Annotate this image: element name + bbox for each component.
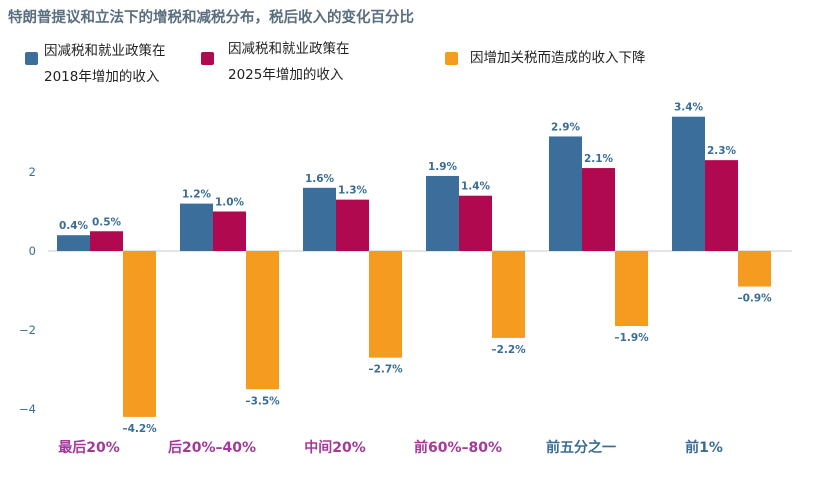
bar	[57, 235, 90, 251]
bar-value-label: –0.9%	[737, 293, 772, 305]
bar	[582, 168, 615, 251]
x-category-label: 前60%–80%	[414, 439, 502, 456]
legend-swatch-tariff	[445, 52, 458, 65]
bar-value-label: 2.3%	[707, 145, 737, 157]
bar-value-label: 1.4%	[461, 181, 491, 193]
bar	[213, 211, 246, 251]
legend-label-2018-line1: 因减税和就业政策在	[44, 43, 166, 59]
bar-value-label: –4.2%	[122, 423, 157, 435]
y-tick-label: −4	[19, 402, 36, 416]
bar	[303, 187, 336, 251]
x-category-label: 最后20%	[58, 439, 120, 456]
bar-value-label: 0.4%	[59, 220, 89, 232]
x-category-label: 前五分之一	[546, 439, 616, 456]
bar-value-label: 2.1%	[584, 153, 614, 165]
legend-label-2025-line1: 因减税和就业政策在	[228, 41, 350, 57]
x-category-label: 前1%	[685, 439, 723, 456]
bar	[459, 195, 492, 251]
y-tick-label: −2	[19, 323, 36, 337]
legend-swatch-2025	[201, 52, 214, 65]
bar-value-label: 3.4%	[674, 102, 704, 114]
bar	[549, 136, 582, 251]
bar-value-label: 1.0%	[215, 197, 245, 209]
y-tick-label: 2	[29, 165, 36, 179]
bar	[492, 251, 525, 338]
legend-label-tariff: 因增加关税而造成的收入下降	[470, 50, 646, 66]
bar-value-label: 1.6%	[305, 173, 335, 185]
bar	[90, 231, 123, 251]
bar	[705, 160, 738, 251]
bar-value-label: 1.9%	[428, 161, 458, 173]
legend-label-2018-line2: 2018年增加的收入	[44, 69, 160, 85]
bar	[246, 251, 279, 390]
chart-title: 特朗普提议和立法下的增税和减税分布，税后收入的变化百分比	[8, 10, 414, 26]
legend-swatch-2018	[25, 52, 38, 65]
bar-value-label: 1.3%	[338, 185, 368, 197]
x-category-label: 后20%–40%	[168, 439, 256, 456]
bar-value-label: 2.9%	[551, 121, 581, 133]
bar-value-label: –1.9%	[614, 332, 649, 344]
bar-value-label: 0.5%	[92, 216, 122, 228]
bar	[672, 116, 705, 251]
bar-value-label: –2.7%	[368, 364, 403, 376]
legend-label-2025-line2: 2025年增加的收入	[228, 67, 344, 83]
bar-value-label: –2.2%	[491, 344, 526, 356]
bar	[615, 251, 648, 327]
bar	[336, 199, 369, 251]
y-tick-label: 0	[29, 244, 36, 258]
bar	[426, 175, 459, 251]
bar	[180, 203, 213, 251]
bar	[123, 251, 156, 417]
bar-value-label: 1.2%	[182, 189, 212, 201]
bar	[369, 251, 402, 358]
bar	[738, 251, 771, 287]
bar-value-label: –3.5%	[245, 395, 280, 407]
x-category-label: 中间20%	[304, 439, 366, 456]
